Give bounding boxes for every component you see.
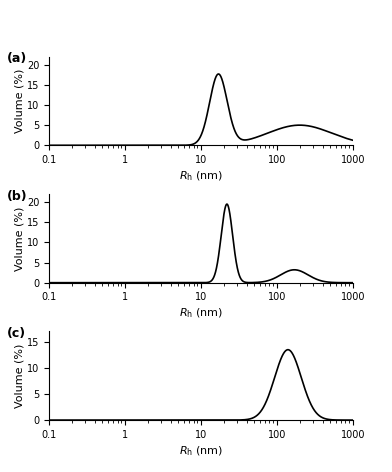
Text: (a): (a) — [6, 52, 27, 65]
X-axis label: $\mathit{R}_{\mathrm{h}}$ (nm): $\mathit{R}_{\mathrm{h}}$ (nm) — [179, 307, 223, 320]
Text: (b): (b) — [6, 190, 27, 202]
Y-axis label: Volume (%): Volume (%) — [14, 206, 24, 270]
Y-axis label: Volume (%): Volume (%) — [14, 69, 24, 133]
X-axis label: $\mathit{R}_{\mathrm{h}}$ (nm): $\mathit{R}_{\mathrm{h}}$ (nm) — [179, 444, 223, 457]
Text: (c): (c) — [6, 327, 25, 340]
Y-axis label: Volume (%): Volume (%) — [14, 344, 24, 408]
X-axis label: $\mathit{R}_{\mathrm{h}}$ (nm): $\mathit{R}_{\mathrm{h}}$ (nm) — [179, 169, 223, 183]
